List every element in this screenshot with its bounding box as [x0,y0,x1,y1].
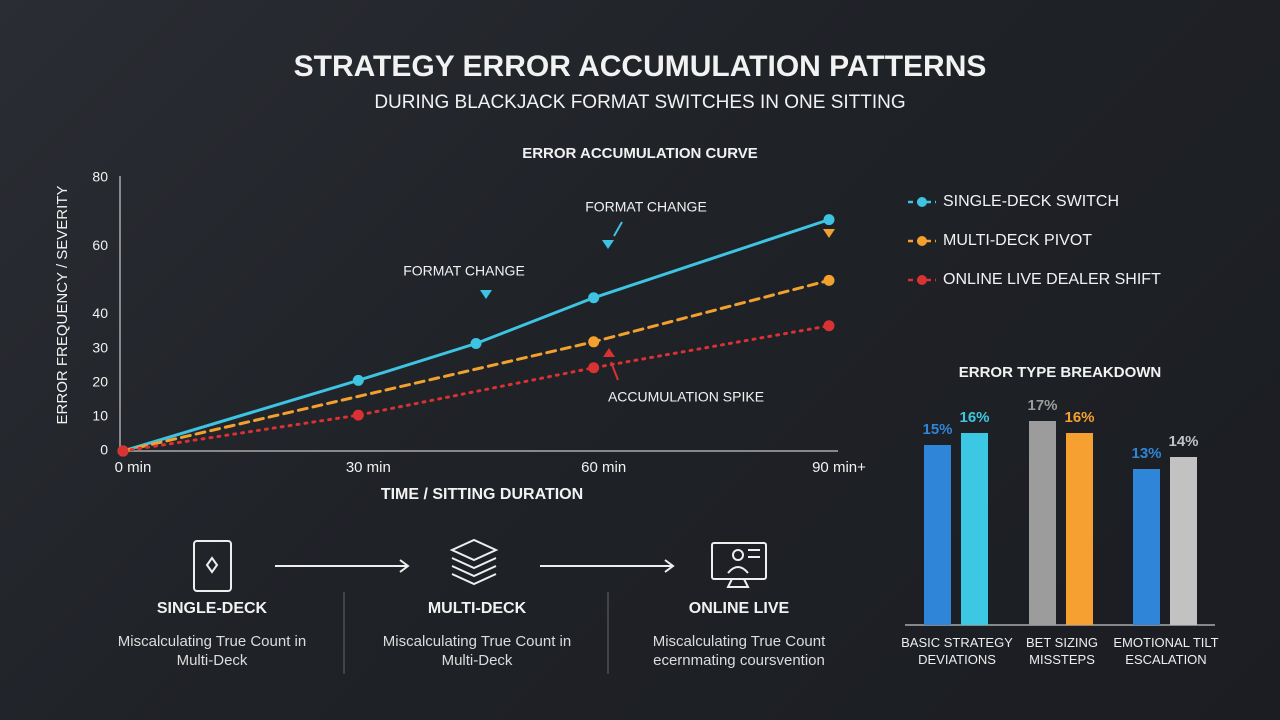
y-axis-title: ERROR FREQUENCY / SEVERITY [54,186,71,425]
bar-value-label: 16% [959,409,989,426]
series-line [121,324,831,453]
data-point [352,409,364,421]
category-label: EMOTIONAL TILT ESCALATION [1113,635,1219,667]
monitor-icon [711,542,767,580]
annotation: FORMAT CHANGE [585,199,707,215]
bar [1133,469,1160,625]
bar [924,445,951,625]
legend-label: SINGLE-DECK SWITCH [943,193,1119,210]
data-point [470,338,482,350]
step-description: Miscalculating True Count in Multi-Deck [117,633,307,669]
annotation-marker [823,229,835,238]
annotation-leader [613,221,623,237]
bar-chart-title: ERROR TYPE BREAKDOWN [959,364,1162,381]
data-point [588,362,600,374]
annotation: ACCUMULATION SPIKE [608,389,764,405]
step-title: ONLINE LIVE [689,600,790,617]
bar-value-label: 14% [1168,433,1198,450]
legend-swatch [917,197,927,207]
bar [1170,457,1197,625]
data-point [823,320,835,332]
data-point [588,292,600,304]
data-point [823,214,835,226]
step-description: Miscalculating True Count ecernmating co… [652,633,826,669]
arrow [275,559,410,573]
stack-icon [449,538,499,586]
page-subtitle: DURING BLACKJACK FORMAT SWITCHES IN ONE … [374,92,905,113]
step-description: Miscalculating True Count in Multi-Deck [382,633,572,669]
y-tick-label: 80 [92,169,108,185]
data-point [588,336,600,348]
y-tick-label: 60 [92,237,108,253]
step-title: MULTI-DECK [428,600,527,617]
flow-icons [193,538,767,592]
legend-label: MULTI-DECK PIVOT [943,232,1092,249]
series-line [121,218,831,453]
legend-label: ONLINE LIVE DEALER SHIFT [943,271,1161,288]
x-tick-label: 90 min+ [812,459,866,476]
bar [961,433,988,625]
bar [1066,433,1093,625]
data-point [117,445,129,457]
annotation-marker [602,240,614,249]
annotation: FORMAT CHANGE [403,263,525,279]
bar [1029,421,1056,625]
card-icon [193,540,232,592]
legend-swatch [917,275,927,285]
monitor-icon [726,549,760,588]
y-tick-label: 40 [92,305,108,321]
y-tick-label: 30 [92,339,108,355]
bar-value-label: 17% [1027,397,1057,414]
card-icon [205,556,219,574]
series-line [121,278,831,453]
annotation-marker [603,348,615,357]
category-label: BET SIZING MISSTEPS [1026,635,1098,667]
monitor-icon [732,549,744,561]
x-tick-label: 60 min [581,459,626,476]
x-axis-title: TIME / SITTING DURATION [381,486,583,503]
data-point [823,274,835,286]
step-title: SINGLE-DECK [157,600,268,617]
bar-value-label: 15% [922,421,952,438]
flow-arrows [275,559,675,573]
y-tick-label: 20 [92,373,108,389]
category-label: BASIC STRATEGY DEVIATIONS [901,635,1013,667]
legend-swatch [917,236,927,246]
annotation-marker [480,290,492,299]
line-chart-title: ERROR ACCUMULATION CURVE [522,145,758,162]
x-tick-label: 0 min [115,459,152,476]
y-tick-label: 0 [100,442,108,458]
arrow [540,559,675,573]
bar-value-label: 16% [1064,409,1094,426]
data-point [352,374,364,386]
y-tick-label: 10 [92,408,108,424]
x-tick-label: 30 min [346,459,391,476]
bar-value-label: 13% [1131,445,1161,462]
annotation-leader [610,361,619,381]
page-title: STRATEGY ERROR ACCUMULATION PATTERNS [294,50,987,83]
